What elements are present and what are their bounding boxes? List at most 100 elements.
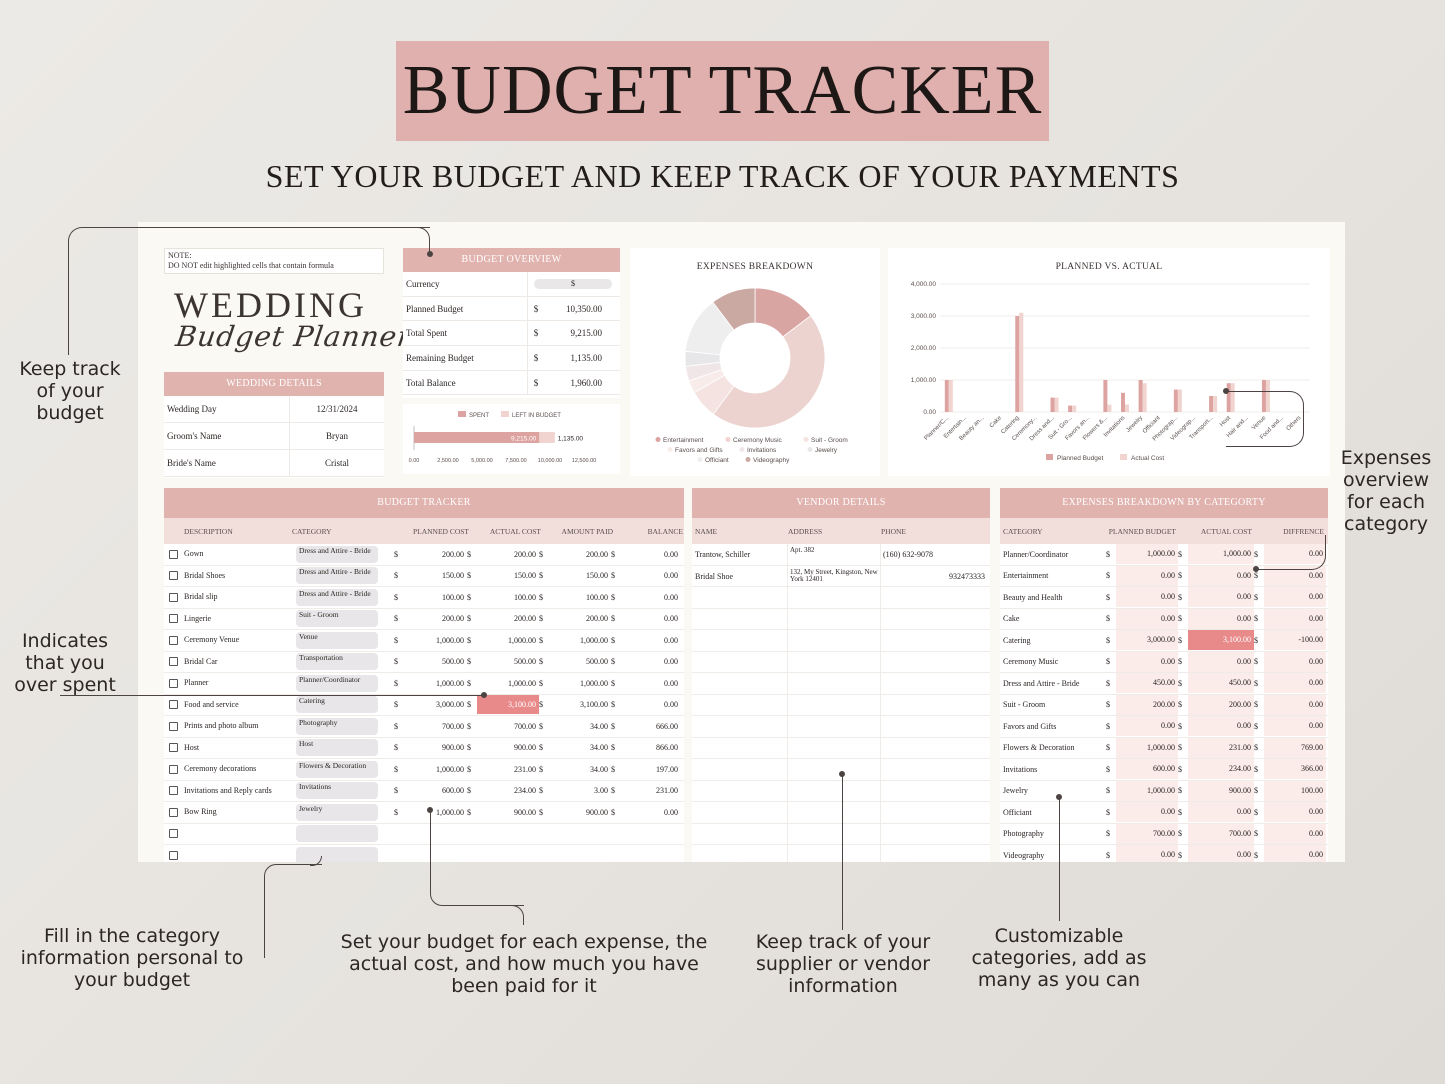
- planned-value[interactable]: 900.00: [442, 743, 464, 753]
- category-select[interactable]: Venue: [296, 631, 378, 649]
- vendor-address[interactable]: [788, 630, 881, 651]
- category-name[interactable]: Cake: [1003, 614, 1020, 624]
- vendor-phone[interactable]: [881, 824, 985, 845]
- vendor-name[interactable]: [692, 587, 788, 608]
- vendor-phone[interactable]: (160) 632-9078: [883, 550, 933, 559]
- category-select[interactable]: Transportation: [296, 653, 378, 671]
- vendor-address[interactable]: [788, 608, 881, 629]
- category-planned-value[interactable]: 0.00: [1116, 802, 1178, 823]
- actual-value[interactable]: 500.00: [514, 657, 536, 667]
- paid-value[interactable]: 34.00: [590, 764, 608, 774]
- vendor-name[interactable]: [692, 802, 788, 823]
- expense-description[interactable]: Planner: [184, 679, 209, 688]
- paid-value[interactable]: 900.00: [586, 807, 608, 817]
- planned-value[interactable]: 1,000.00: [436, 764, 464, 774]
- expense-description[interactable]: Food and service: [184, 700, 239, 709]
- vendor-name[interactable]: [692, 780, 788, 801]
- vendor-name[interactable]: [692, 651, 788, 672]
- planned-value[interactable]: 700.00: [442, 721, 464, 731]
- actual-value[interactable]: 900.00: [514, 743, 536, 753]
- category-name[interactable]: Invitations: [1003, 764, 1038, 774]
- category-planned-value[interactable]: 0.00: [1116, 845, 1178, 862]
- category-name[interactable]: Ceremony Music: [1003, 657, 1059, 667]
- vendor-address[interactable]: [788, 845, 881, 862]
- category-select[interactable]: Photography: [296, 717, 378, 735]
- balance-value[interactable]: 197.00: [656, 764, 678, 774]
- category-select[interactable]: Invitations: [296, 782, 378, 800]
- paid-value[interactable]: 3.00: [594, 786, 608, 796]
- vendor-name[interactable]: Bridal Shoe: [692, 565, 788, 586]
- row-checkbox[interactable]: [169, 614, 178, 624]
- vendor-address[interactable]: [788, 823, 881, 844]
- category-name[interactable]: Dress and Attire - Bride: [1003, 678, 1080, 688]
- vendor-phone[interactable]: [881, 587, 985, 608]
- vendor-address[interactable]: 132, My Street, Kingston, New York 12401: [788, 565, 881, 586]
- vendor-phone[interactable]: [881, 630, 985, 651]
- vendor-phone[interactable]: [881, 738, 985, 759]
- planned-value[interactable]: 150.00: [442, 571, 464, 581]
- vendor-phone[interactable]: [881, 609, 985, 630]
- expense-description[interactable]: Bridal Car: [184, 657, 218, 666]
- category-planned-value[interactable]: 0.00: [1116, 608, 1178, 629]
- paid-value[interactable]: 200.00: [586, 549, 608, 559]
- paid-value[interactable]: 200.00: [586, 614, 608, 624]
- category-select[interactable]: Dress and Attire - Bride: [296, 545, 378, 563]
- category-select[interactable]: Dress and Attire - Bride: [296, 588, 378, 606]
- row-checkbox[interactable]: [169, 635, 178, 645]
- actual-value[interactable]: 700.00: [514, 721, 536, 731]
- actual-value[interactable]: 150.00: [514, 571, 536, 581]
- row-checkbox[interactable]: [169, 850, 178, 860]
- paid-value[interactable]: 3,100.00: [580, 700, 608, 710]
- balance-value[interactable]: 0.00: [664, 592, 678, 602]
- paid-value[interactable]: 34.00: [590, 721, 608, 731]
- vendor-address[interactable]: [788, 673, 881, 694]
- vendor-name[interactable]: [692, 759, 788, 780]
- actual-value[interactable]: 234.00: [514, 786, 536, 796]
- planned-value[interactable]: 1,000.00: [436, 635, 464, 645]
- actual-value[interactable]: 231.00: [514, 764, 536, 774]
- balance-value[interactable]: 0.00: [664, 571, 678, 581]
- category-name[interactable]: Favors and Gifts: [1003, 721, 1057, 731]
- expense-description[interactable]: Bow Ring: [184, 808, 217, 817]
- category-select[interactable]: Flowers & Decoration: [296, 760, 378, 778]
- balance-value[interactable]: 666.00: [656, 721, 678, 731]
- row-checkbox[interactable]: [169, 571, 178, 581]
- planned-value[interactable]: 500.00: [442, 657, 464, 667]
- category-planned-value[interactable]: 700.00: [1116, 823, 1178, 844]
- wedding-detail-value[interactable]: Cristal: [325, 458, 349, 468]
- expense-description[interactable]: Bridal slip: [184, 593, 218, 602]
- vendor-name[interactable]: [692, 737, 788, 758]
- category-planned-value[interactable]: 1,000.00: [1116, 780, 1178, 801]
- planned-value[interactable]: 600.00: [442, 786, 464, 796]
- vendor-phone[interactable]: [881, 716, 985, 737]
- balance-value[interactable]: 0.00: [664, 700, 678, 710]
- row-checkbox[interactable]: [169, 743, 178, 753]
- balance-value[interactable]: 0.00: [664, 635, 678, 645]
- category-name[interactable]: Photography: [1003, 829, 1044, 839]
- expense-description[interactable]: Ceremony Venue: [184, 636, 240, 645]
- category-planned-value[interactable]: 0.00: [1116, 565, 1178, 586]
- planned-value[interactable]: 1,000.00: [436, 807, 464, 817]
- planned-value[interactable]: 1,000.00: [436, 678, 464, 688]
- paid-value[interactable]: [549, 824, 611, 843]
- paid-value[interactable]: 150.00: [586, 571, 608, 581]
- vendor-address[interactable]: [788, 759, 881, 780]
- vendor-name[interactable]: [692, 845, 788, 862]
- balance-value[interactable]: 0.00: [664, 549, 678, 559]
- vendor-name[interactable]: [692, 694, 788, 715]
- row-checkbox[interactable]: [169, 764, 178, 774]
- category-planned-value[interactable]: 1,000.00: [1116, 737, 1178, 758]
- category-name[interactable]: Catering: [1003, 635, 1031, 645]
- vendor-address[interactable]: [788, 780, 881, 801]
- row-checkbox[interactable]: [169, 807, 178, 817]
- actual-value[interactable]: 100.00: [514, 592, 536, 602]
- category-name[interactable]: Flowers & Decoration: [1003, 743, 1075, 753]
- category-select[interactable]: [296, 846, 378, 862]
- category-select[interactable]: Host: [296, 739, 378, 757]
- vendor-name[interactable]: [692, 716, 788, 737]
- row-checkbox[interactable]: [169, 678, 178, 688]
- balance-value[interactable]: 0.00: [664, 614, 678, 624]
- category-planned-value[interactable]: 0.00: [1116, 587, 1178, 608]
- actual-value[interactable]: 200.00: [514, 549, 536, 559]
- paid-value[interactable]: 500.00: [586, 657, 608, 667]
